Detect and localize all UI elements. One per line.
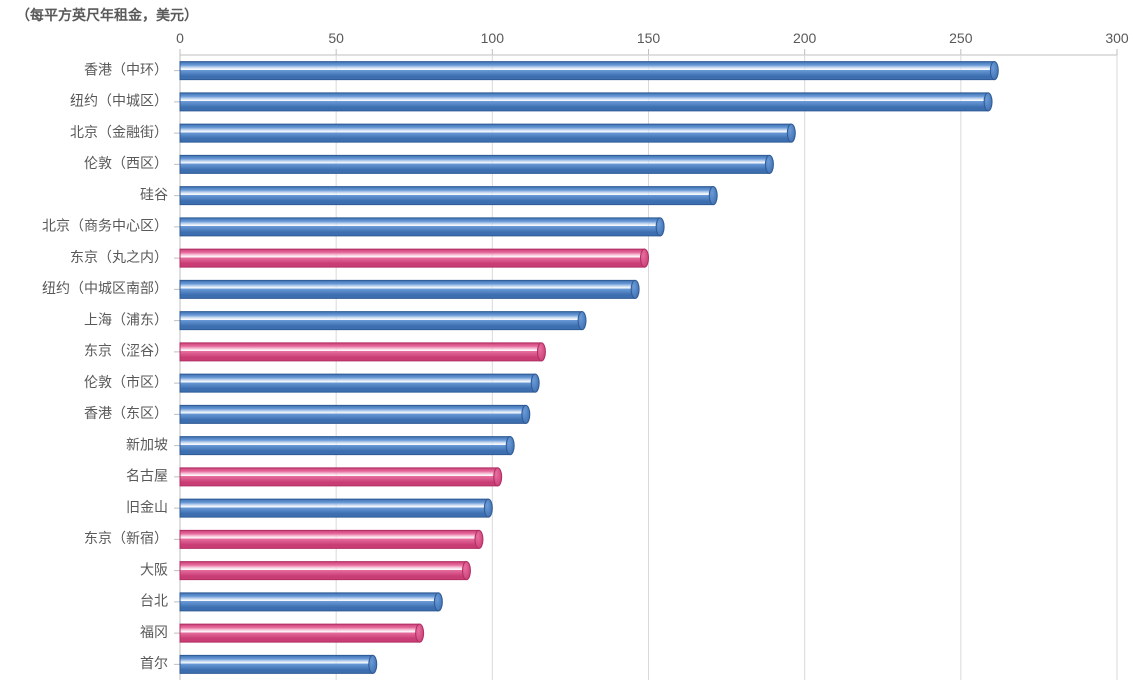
bar-row: 名古屋 (126, 468, 502, 486)
bar-row: 东京（丸之内） (70, 249, 649, 267)
bar-endcap (369, 655, 377, 673)
category-label: 旧金山 (126, 499, 168, 515)
bar-endcap (522, 405, 530, 423)
bar-endcap (462, 562, 470, 580)
x-tick-label: 250 (949, 30, 973, 46)
bar (180, 218, 660, 236)
category-label: 纽约（中城区） (70, 93, 168, 109)
chart-title: （每平方英尺年租金，美元） (16, 7, 198, 23)
x-tick-label: 100 (481, 30, 505, 46)
category-label: 纽约（中城区南部） (42, 280, 168, 296)
category-label: 伦敦（西区） (84, 155, 168, 171)
bar-endcap (984, 93, 992, 111)
bar-row: 纽约（中城区南部） (42, 280, 639, 298)
category-label: 香港（东区） (84, 405, 168, 421)
bar-row: 福冈 (140, 624, 424, 642)
bar-endcap (434, 593, 442, 611)
bar (180, 249, 645, 267)
bar-row: 北京（商务中心区） (42, 218, 664, 236)
bar-row: 香港（东区） (84, 405, 530, 423)
bar-endcap (578, 312, 586, 330)
bar-endcap (641, 249, 649, 267)
bar-endcap (475, 530, 483, 548)
rent-bar-chart: （每平方英尺年租金，美元） 0 50 100 150 200 250 300 香港（中环） 纽约（… (0, 0, 1133, 700)
bar-endcap (416, 624, 424, 642)
category-label: 硅谷 (140, 186, 168, 202)
category-label: 北京（商务中心区） (42, 218, 168, 234)
bar (180, 155, 769, 173)
bar (180, 62, 994, 80)
category-label: 新加坡 (126, 436, 168, 452)
bar-row: 东京（涩谷） (84, 343, 545, 361)
bar (180, 343, 541, 361)
bar (180, 312, 582, 330)
bar (180, 468, 498, 486)
bar-endcap (990, 62, 998, 80)
bar-row: 东京（新宿） (84, 530, 483, 548)
bar (180, 530, 479, 548)
bar-endcap (631, 280, 639, 298)
chart-svg: （每平方英尺年租金，美元） 0 50 100 150 200 250 300 香港（中环） 纽约（… (0, 0, 1133, 700)
category-label: 大阪 (140, 561, 168, 577)
bar-endcap (765, 155, 773, 173)
x-tick-label: 200 (793, 30, 817, 46)
bar-row: 硅谷 (140, 186, 717, 204)
bar (180, 437, 510, 455)
bar (180, 655, 373, 673)
bar (180, 405, 526, 423)
bar (180, 499, 488, 517)
category-label: 香港（中环） (84, 61, 168, 77)
bar (180, 624, 420, 642)
category-label: 东京（新宿） (84, 530, 168, 546)
bar-endcap (537, 343, 545, 361)
bar-endcap (484, 499, 492, 517)
bar-row: 上海（浦东） (84, 311, 586, 329)
category-label: 名古屋 (126, 468, 168, 484)
category-label: 福冈 (140, 624, 168, 640)
category-label: 伦敦（市区） (84, 374, 168, 390)
x-tick-label: 150 (637, 30, 661, 46)
x-tick-label: 300 (1105, 30, 1129, 46)
bar-row: 台北 (140, 593, 442, 611)
category-label: 上海（浦东） (84, 311, 168, 327)
bar (180, 374, 535, 392)
bar-row: 旧金山 (126, 499, 492, 517)
bar-endcap (531, 374, 539, 392)
bar (180, 187, 713, 205)
bar-endcap (656, 218, 664, 236)
bar (180, 562, 466, 580)
bar-endcap (709, 187, 717, 205)
bar-row: 纽约（中城区） (70, 93, 992, 111)
category-label: 东京（涩谷） (84, 343, 168, 359)
bar-row: 伦敦（市区） (84, 374, 539, 392)
x-tick-label: 0 (176, 30, 184, 46)
bar (180, 593, 438, 611)
category-label: 北京（金融街） (70, 124, 168, 140)
bar (180, 93, 988, 111)
bar (180, 124, 791, 142)
bar-row: 大阪 (140, 561, 470, 579)
bar-row: 香港（中环） (84, 61, 998, 79)
bar-endcap (506, 437, 514, 455)
category-label: 首尔 (140, 655, 168, 671)
bar (180, 280, 635, 298)
category-label: 台北 (140, 593, 168, 609)
bar-endcap (787, 124, 795, 142)
bar-row: 伦敦（西区） (84, 155, 773, 173)
bar-endcap (494, 468, 502, 486)
x-tick-label: 50 (328, 30, 344, 46)
category-label: 东京（丸之内） (70, 249, 168, 265)
bar-row: 新加坡 (126, 436, 514, 454)
